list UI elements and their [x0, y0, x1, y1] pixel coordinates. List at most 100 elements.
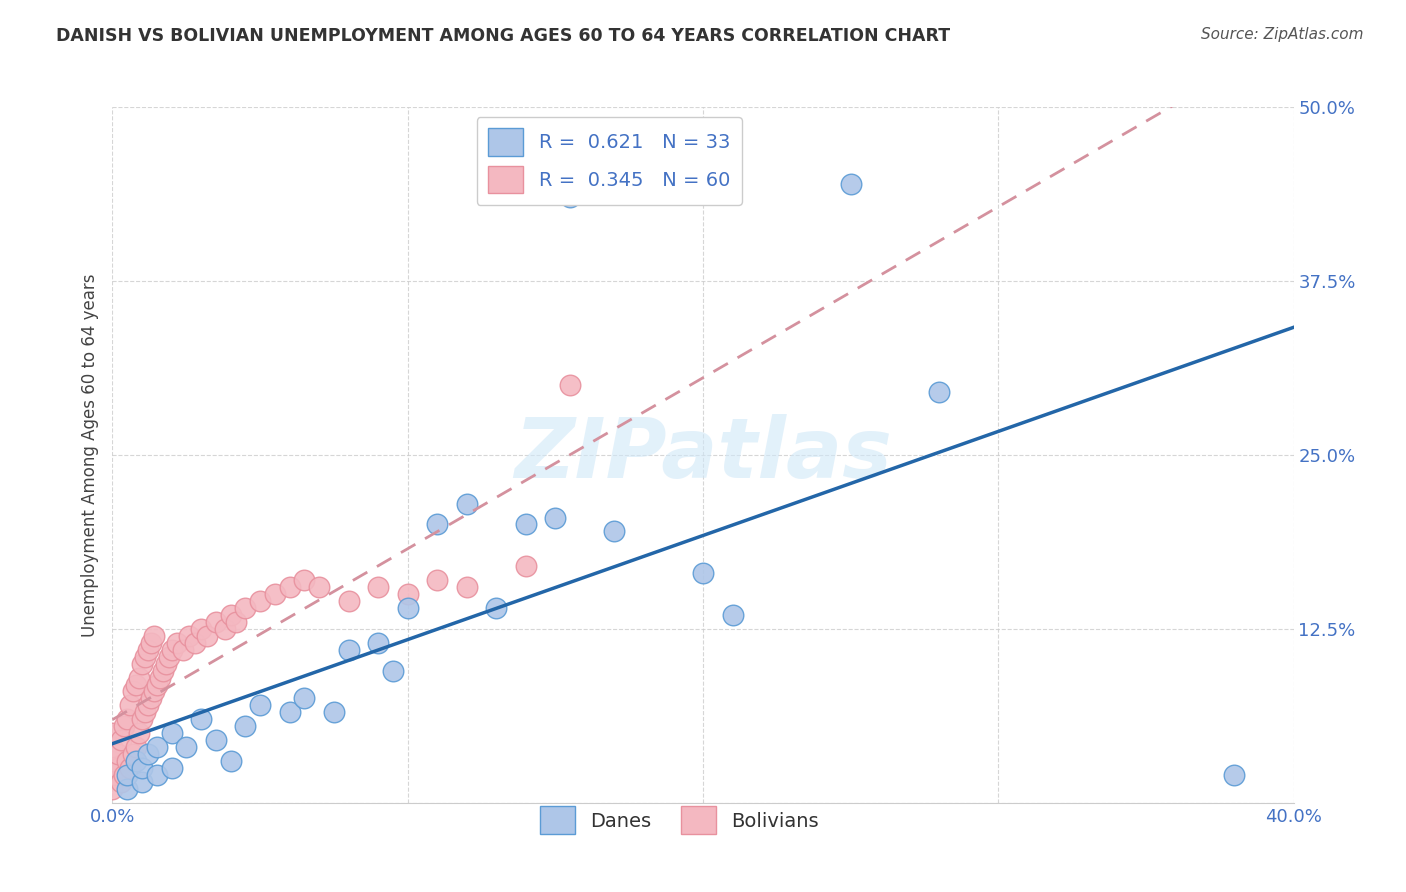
Point — [155, 657, 177, 671]
Point — [110, 775, 132, 789]
Y-axis label: Unemployment Among Ages 60 to 64 years: Unemployment Among Ages 60 to 64 years — [80, 273, 98, 637]
Point — [426, 517, 449, 532]
Point — [131, 712, 153, 726]
Point — [136, 747, 159, 761]
Point — [117, 754, 138, 768]
Point — [122, 747, 145, 761]
Point — [110, 733, 132, 747]
Point — [134, 706, 156, 720]
Point — [139, 691, 162, 706]
Point — [117, 712, 138, 726]
Point — [112, 768, 135, 782]
Point — [249, 698, 271, 713]
Point — [131, 657, 153, 671]
Point — [190, 712, 212, 726]
Point — [603, 524, 626, 539]
Point — [120, 761, 142, 775]
Point — [515, 517, 537, 532]
Point — [146, 740, 169, 755]
Point — [485, 601, 508, 615]
Point — [264, 587, 287, 601]
Point — [174, 740, 197, 755]
Point — [205, 615, 228, 629]
Point — [117, 781, 138, 796]
Point — [219, 754, 242, 768]
Point — [323, 706, 346, 720]
Point — [692, 566, 714, 581]
Point — [122, 684, 145, 698]
Point — [515, 559, 537, 574]
Text: Source: ZipAtlas.com: Source: ZipAtlas.com — [1201, 27, 1364, 42]
Point — [160, 761, 183, 775]
Point — [107, 747, 129, 761]
Point — [426, 573, 449, 587]
Point — [1223, 768, 1246, 782]
Point — [544, 510, 567, 524]
Point — [558, 378, 582, 392]
Point — [125, 677, 148, 691]
Point — [136, 698, 159, 713]
Point — [337, 594, 360, 608]
Point — [166, 636, 188, 650]
Point — [367, 636, 389, 650]
Point — [139, 636, 162, 650]
Point — [146, 768, 169, 782]
Point — [928, 385, 950, 400]
Point — [146, 677, 169, 691]
Point — [839, 177, 862, 191]
Point — [308, 580, 330, 594]
Point — [152, 664, 174, 678]
Point — [219, 607, 242, 622]
Point — [160, 726, 183, 740]
Point — [172, 642, 194, 657]
Point — [249, 594, 271, 608]
Point — [101, 781, 124, 796]
Point — [292, 573, 315, 587]
Point — [367, 580, 389, 594]
Point — [120, 698, 142, 713]
Point — [278, 706, 301, 720]
Point — [107, 761, 129, 775]
Point — [157, 649, 180, 664]
Point — [149, 671, 172, 685]
Point — [382, 664, 405, 678]
Point — [117, 768, 138, 782]
Point — [101, 726, 124, 740]
Point — [214, 622, 236, 636]
Text: ZIPatlas: ZIPatlas — [515, 415, 891, 495]
Point — [337, 642, 360, 657]
Point — [128, 671, 150, 685]
Point — [160, 642, 183, 657]
Point — [125, 740, 148, 755]
Point — [142, 629, 165, 643]
Point — [131, 761, 153, 775]
Text: DANISH VS BOLIVIAN UNEMPLOYMENT AMONG AGES 60 TO 64 YEARS CORRELATION CHART: DANISH VS BOLIVIAN UNEMPLOYMENT AMONG AG… — [56, 27, 950, 45]
Point — [142, 684, 165, 698]
Point — [112, 719, 135, 733]
Point — [184, 636, 207, 650]
Point — [396, 601, 419, 615]
Legend: Danes, Bolivians: Danes, Bolivians — [531, 798, 827, 842]
Point — [721, 607, 744, 622]
Point — [558, 190, 582, 204]
Point — [292, 691, 315, 706]
Point — [179, 629, 201, 643]
Point — [456, 497, 478, 511]
Point — [128, 726, 150, 740]
Point — [190, 622, 212, 636]
Point — [101, 740, 124, 755]
Point — [225, 615, 247, 629]
Point — [136, 642, 159, 657]
Point — [205, 733, 228, 747]
Point — [131, 775, 153, 789]
Point — [134, 649, 156, 664]
Point — [456, 580, 478, 594]
Point — [396, 587, 419, 601]
Point — [195, 629, 218, 643]
Point — [233, 601, 256, 615]
Point — [278, 580, 301, 594]
Point — [233, 719, 256, 733]
Point — [125, 754, 148, 768]
Point — [101, 754, 124, 768]
Point — [101, 768, 124, 782]
